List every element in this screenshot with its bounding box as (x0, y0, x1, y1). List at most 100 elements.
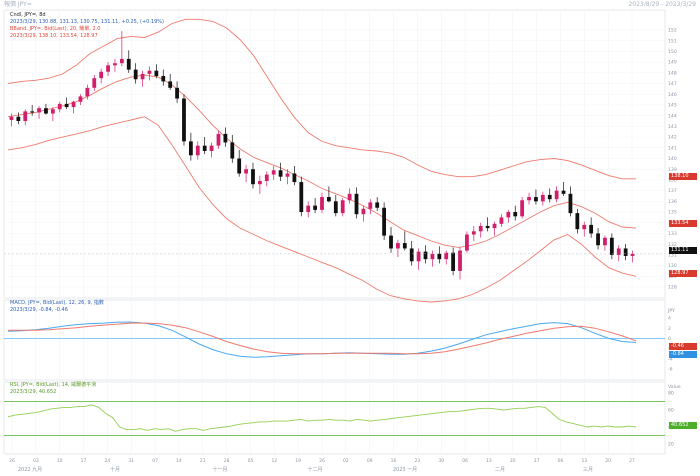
macd-tick-label: 0 (668, 336, 671, 342)
last-price-tag: 131.11 (669, 247, 697, 254)
rsi-panel[interactable] (3, 381, 666, 455)
x-day-tick: 20 (605, 458, 611, 464)
macd-tick-label: -4 (668, 356, 673, 362)
candle-body (492, 223, 497, 229)
candle-body (340, 200, 345, 214)
legend-macd: MACD, JPY=, Bid(Last), 12, 26, 9, 指數 (10, 300, 104, 306)
candle-body (113, 63, 117, 66)
rsi-tag: 40.652 (669, 422, 697, 429)
candle-body (119, 58, 124, 64)
bollinger-middle-line (7, 74, 637, 248)
x-month-label: 2022 九月 (18, 466, 42, 473)
x-month-label: 二月 (495, 467, 505, 473)
candle-body (375, 202, 380, 208)
candle-body (416, 251, 421, 262)
candle-body (44, 108, 48, 114)
rsi-tick-label: 20 (668, 442, 674, 448)
legend-bband-values: 2023/3/29, 138.10, 133.54, 128.97 (10, 33, 98, 39)
x-month-label: 十二月 (307, 466, 322, 473)
candle-body (64, 103, 69, 108)
candle-body (50, 109, 55, 114)
candle-body (603, 237, 607, 246)
candle-body (57, 103, 62, 110)
candle-body (299, 182, 304, 213)
candle-body (244, 169, 248, 174)
price-tick-label: 146 (668, 92, 677, 98)
candle-body (368, 202, 373, 209)
candle-body (430, 253, 435, 260)
candle-body (92, 78, 97, 88)
candle-body (188, 141, 193, 156)
price-tick-label: 132 (668, 242, 677, 248)
candle-body (99, 71, 104, 79)
candle-body (540, 194, 545, 202)
candle-body (30, 111, 35, 113)
candle-body (133, 69, 138, 80)
candle-body (485, 225, 490, 229)
price-tick-label: 142 (668, 135, 677, 141)
time-range: 2023/8/29 - 2023/3/29 (628, 1, 696, 8)
window-title: 報價 JPY= (4, 1, 32, 8)
macd-legend: MACD, JPY=, Bid(Last), 12, 26, 9, 指數 202… (10, 300, 104, 314)
price-tick-label: 136 (668, 199, 677, 205)
legend-rsi-values: 2023/3/29, 40.652 (10, 389, 57, 395)
macd-signal-line (8, 322, 637, 355)
candle-body (9, 116, 14, 120)
candle-body (354, 193, 359, 215)
price-tick-label: 138 (668, 178, 677, 184)
candle-body (547, 194, 552, 200)
price-tick-label: 131 (668, 252, 677, 258)
price-panel[interactable] (3, 9, 666, 299)
candle-body (444, 252, 449, 260)
price-legend: Cndl, JPY=, 8d 2023/3/29, 130.88, 131.13… (10, 12, 164, 40)
macd-tag: -0.84 (669, 351, 697, 358)
gridlines (4, 10, 665, 454)
candle-body (223, 133, 228, 143)
x-day-tick: 17 (81, 458, 87, 464)
candle-body (451, 252, 456, 271)
candle-body (499, 217, 504, 224)
candle-body (361, 208, 366, 215)
macd-panel[interactable] (3, 299, 666, 381)
candle-body (230, 142, 235, 159)
candle-body (320, 197, 324, 210)
price-tick-label: 149 (668, 60, 677, 66)
rsi-unit-label: Value (668, 384, 681, 390)
macd-tick-label: 4 (668, 316, 671, 322)
price-tick-label: 151 (668, 38, 677, 44)
legend-candle-values: 2023/3/29, 130.88, 131.13, 130.75, 131.1… (10, 19, 164, 25)
x-day-tick: 23 (415, 458, 421, 464)
price-tick-label: 152 (668, 28, 677, 34)
x-day-tick: 14 (176, 458, 182, 464)
candle-body (347, 193, 352, 201)
macd-series (4, 321, 665, 358)
candle-body (264, 174, 269, 181)
x-day-tick: 03 (33, 458, 39, 464)
candle-body (396, 243, 400, 249)
candle-body (154, 70, 159, 77)
x-day-tick: 27 (629, 458, 635, 464)
x-day-tick: 16 (391, 458, 397, 464)
candle-body (630, 253, 635, 256)
candle-body (616, 248, 621, 255)
candle-body (216, 133, 221, 146)
candle-body (465, 234, 469, 251)
x-month-label: 十一月 (212, 466, 227, 473)
x-day-tick: 09 (367, 458, 373, 464)
candle-body (175, 87, 179, 99)
price-tick-label: 128 (668, 285, 677, 291)
x-day-tick: 30 (438, 458, 444, 464)
candle-body (285, 173, 290, 177)
macd-unit-label: JPY (667, 308, 675, 314)
candle-body (520, 200, 525, 217)
candle-body (596, 233, 600, 246)
candle-body (458, 250, 462, 271)
candle-body (106, 65, 110, 72)
candle-body (278, 170, 283, 177)
x-day-tick: 10 (57, 458, 63, 464)
x-day-tick: 05 (248, 458, 254, 464)
candle-body (437, 253, 442, 260)
x-month-label: 十月 (110, 466, 120, 473)
candle-body (37, 108, 41, 113)
